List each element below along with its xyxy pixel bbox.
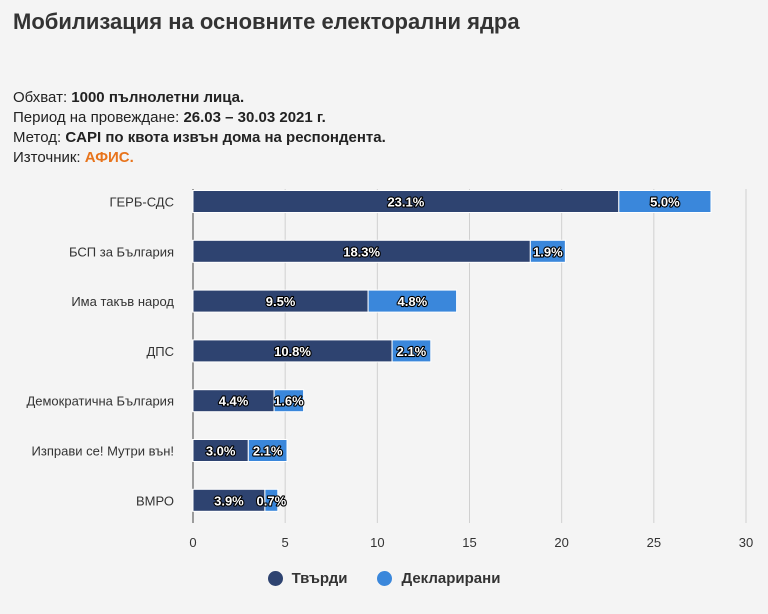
data-labels: 23.1% 5.0% 18.3% 1.9% 9.5% 4.8% 10.8% 2.1% 4.4% 1…: [205, 193, 682, 509]
x-tick-label: 0: [189, 535, 196, 550]
category-labels: ГЕРБ-СДС БСП за България Има такъв народ ДП…: [26, 195, 174, 509]
info-period-label: Период на провеждане:: [13, 109, 184, 126]
category-label: ДПС: [146, 344, 174, 359]
info-source-label: Източник:: [13, 149, 85, 166]
chart-title: Мобилизация на основните електорални ядр…: [13, 9, 520, 34]
data-label: 5.0%: [650, 195, 680, 210]
legend: Твърди Декларирани: [0, 570, 768, 587]
legend-marker-series-2: [377, 571, 393, 586]
data-label: 2.1%: [397, 344, 427, 359]
legend-label-series-2: Декларирани: [401, 570, 501, 587]
bars: [192, 190, 712, 512]
info-period-value: 26.03 – 30.03 2021 г.: [183, 109, 326, 126]
info-source-value: АФИС.: [84, 149, 134, 166]
info-source: Източник: АФИС.: [13, 148, 386, 168]
legend-item-series-2[interactable]: Декларирани: [377, 570, 500, 587]
legend-label-series-1: Твърди: [291, 570, 348, 587]
data-label: 9.5%: [266, 294, 296, 309]
legend-marker-series-1: [267, 571, 283, 586]
survey-info: Обхват: 1000 пълнолетни лица. Период на …: [13, 88, 386, 168]
data-label: 4.4%: [219, 394, 249, 409]
info-method-value: CAPI по квота извън дома на респондента.: [65, 129, 386, 146]
data-label: 18.3%: [343, 244, 380, 259]
category-label: Демократична България: [26, 394, 174, 409]
info-scope-value: 1000 пълнолетни лица.: [71, 89, 245, 106]
category-label: Изправи се! Мутри вън!: [32, 444, 174, 459]
x-tick-label: 5: [282, 535, 289, 550]
data-label: 4.8%: [398, 294, 428, 309]
data-label: 23.1%: [387, 195, 424, 210]
x-tick-label: 20: [554, 535, 568, 550]
info-scope-label: Обхват:: [13, 89, 72, 106]
data-label: 3.0%: [206, 444, 236, 459]
x-tick-label: 15: [462, 535, 476, 550]
bar-segment-series-2[interactable]: [529, 239, 566, 263]
category-label: БСП за България: [69, 244, 174, 259]
data-label: 0.7%: [257, 493, 287, 508]
bar-segment-series-2[interactable]: [273, 389, 305, 413]
x-tick-label: 30: [739, 535, 753, 550]
info-period: Период на провеждане: 26.03 – 30.03 2021…: [13, 108, 386, 128]
info-method-label: Метод:: [13, 129, 66, 146]
bar-segment-series-2[interactable]: [618, 190, 712, 213]
data-label: 3.9%: [214, 493, 244, 508]
x-tick-label: 10: [370, 535, 384, 550]
data-label: 1.9%: [533, 244, 563, 259]
info-scope: Обхват: 1000 пълнолетни лица.: [13, 88, 386, 108]
data-label: 10.8%: [274, 344, 311, 359]
data-label: 1.6%: [274, 394, 304, 409]
bar-segment-series-2[interactable]: [247, 439, 288, 462]
category-label: ГЕРБ-СДС: [109, 195, 174, 210]
x-axis-tick-labels: 0 5 10 15 20 25 30: [189, 535, 753, 550]
bar-segment-series-2[interactable]: [391, 339, 432, 363]
info-method: Метод: CAPI по квота извън дома на респо…: [13, 128, 386, 148]
bar-segment-series-2[interactable]: [367, 289, 458, 313]
bar-segment-series-2[interactable]: [264, 488, 279, 512]
x-tick-label: 25: [647, 535, 661, 550]
legend-item-series-1[interactable]: Твърди: [267, 570, 348, 587]
category-label: Има такъв народ: [71, 294, 174, 309]
data-label: 2.1%: [253, 444, 283, 459]
category-label: ВМРО: [136, 493, 174, 508]
